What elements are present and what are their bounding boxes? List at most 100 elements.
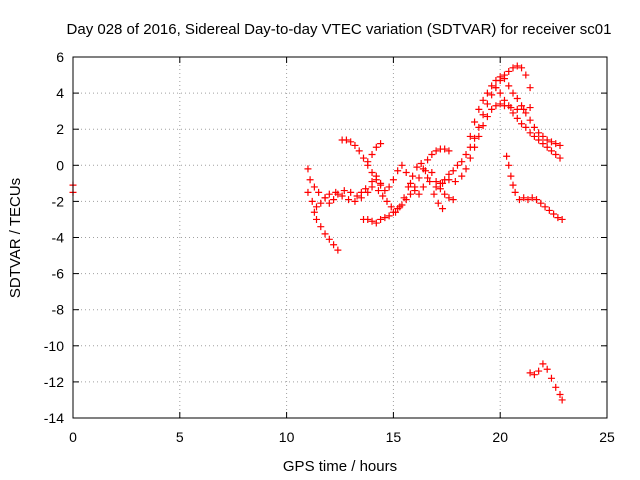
y-tick-label: 4 (56, 85, 64, 101)
data-point (430, 190, 438, 198)
data-point (381, 187, 389, 195)
data-point (458, 158, 466, 166)
data-point (554, 214, 562, 222)
data-point (351, 141, 359, 149)
data-point (475, 123, 483, 131)
data-point (345, 196, 353, 204)
data-point (503, 152, 511, 160)
data-point (377, 181, 385, 189)
data-point (522, 123, 530, 131)
data-point (522, 109, 530, 117)
data-point (449, 167, 457, 175)
y-tick-label: -12 (44, 374, 64, 390)
data-point (543, 136, 551, 144)
data-point (445, 194, 453, 202)
data-point (387, 203, 395, 211)
data-point (505, 161, 513, 169)
series-c (310, 208, 342, 254)
data-point (547, 374, 555, 382)
data-point (385, 212, 393, 220)
data-point (511, 188, 519, 196)
data-point (479, 96, 487, 104)
data-point (317, 199, 325, 207)
data-point (547, 138, 555, 146)
data-point (377, 140, 385, 148)
data-point (515, 196, 523, 204)
data-point (372, 176, 380, 184)
data-point (338, 192, 346, 200)
data-point (441, 145, 449, 153)
series-l (526, 360, 566, 404)
data-point (389, 176, 397, 184)
series-g (436, 62, 534, 187)
data-point (342, 136, 350, 144)
data-point (364, 188, 372, 196)
data-point (552, 140, 560, 148)
data-point (357, 194, 365, 202)
data-point (539, 132, 547, 140)
data-point (434, 199, 442, 207)
data-point (535, 129, 543, 137)
x-tick-label: 25 (599, 429, 615, 445)
data-point (325, 235, 333, 243)
x-axis-label: GPS time / hours (283, 458, 397, 475)
data-point (351, 197, 359, 205)
series-b (304, 159, 447, 216)
data-point (496, 89, 504, 97)
data-point (368, 150, 376, 158)
data-point (362, 185, 370, 193)
data-point (449, 196, 457, 204)
data-point (377, 215, 385, 223)
data-point (518, 120, 526, 128)
data-point (394, 205, 402, 213)
data-point (372, 143, 380, 151)
data-point (432, 183, 440, 191)
data-point (552, 383, 560, 391)
data-point (409, 172, 417, 180)
data-point (518, 102, 526, 110)
data-point (520, 194, 528, 202)
y-tick-label: -10 (44, 338, 64, 354)
data-point (492, 84, 500, 92)
data-point (513, 114, 521, 122)
data-point (453, 161, 461, 169)
data-point (550, 210, 558, 218)
data-point (428, 169, 436, 177)
data-point (518, 64, 526, 72)
data-point (535, 367, 543, 375)
series-h (432, 100, 534, 191)
chart-title: Day 028 of 2016, Sidereal Day-to-day VTE… (67, 21, 612, 38)
data-point (368, 169, 376, 177)
data-point (543, 143, 551, 151)
data-point (441, 190, 449, 198)
data-point (513, 62, 521, 70)
y-tick-label: -4 (52, 230, 65, 246)
data-point (394, 167, 402, 175)
data-point (558, 215, 566, 223)
data-point (496, 100, 504, 108)
data-point (479, 111, 487, 119)
data-point (368, 183, 376, 191)
data-point (526, 104, 534, 112)
data-point (368, 217, 376, 225)
x-axis: 0 5 10 15 20 25 (69, 57, 615, 445)
data-points (69, 62, 566, 404)
data-point (398, 201, 406, 209)
data-point (466, 132, 474, 140)
data-point (379, 192, 387, 200)
data-point (374, 187, 382, 195)
data-point (402, 196, 410, 204)
data-point (488, 82, 496, 90)
data-point (383, 197, 391, 205)
data-point (466, 154, 474, 162)
data-point (530, 123, 538, 131)
data-point (475, 132, 483, 140)
data-point (424, 156, 432, 164)
data-point (530, 371, 538, 379)
data-point (404, 183, 412, 191)
data-point (524, 196, 532, 204)
data-point (313, 215, 321, 223)
data-point (428, 150, 436, 158)
data-point (507, 172, 515, 180)
